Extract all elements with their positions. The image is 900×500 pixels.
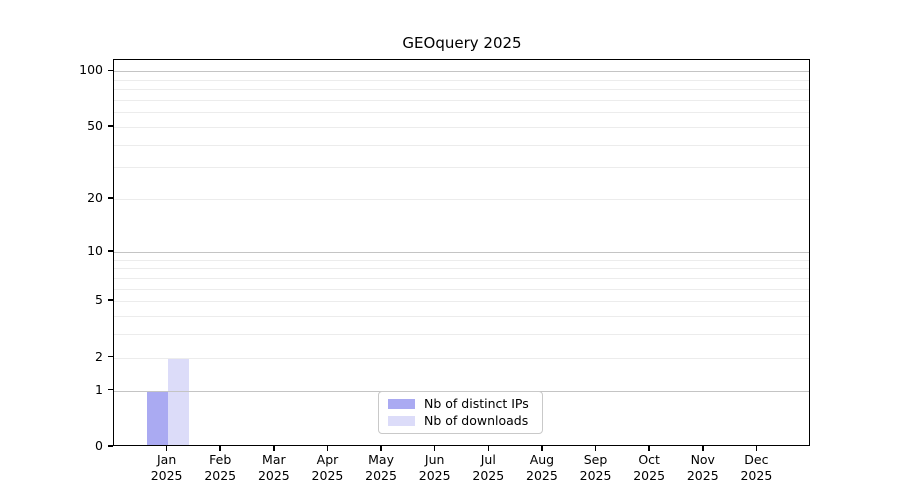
gridline-minor-60: [114, 112, 809, 114]
x-tick-nov: [702, 446, 704, 451]
x-tick-label-jul: Jul 2025: [472, 452, 505, 483]
y-tick-label-0: 0: [95, 438, 103, 453]
gridline-minor-6: [114, 288, 809, 290]
gridline-minor-2: [114, 357, 809, 359]
y-tick-label-50: 50: [87, 117, 103, 133]
y-tick-label-20: 20: [87, 190, 103, 206]
gridline-minor-3: [114, 334, 809, 336]
y-tick-label-5: 5: [95, 292, 103, 308]
bar-nb-of-downloads-jan: [167, 357, 189, 446]
gridline-minor-4: [114, 315, 809, 317]
x-tick-label-apr: Apr 2025: [311, 452, 344, 483]
y-tick-50: [108, 125, 113, 127]
gridline-minor-5: [114, 301, 809, 303]
y-tick-10: [108, 250, 113, 252]
plot-area: [113, 59, 810, 446]
gridline-major-100: [114, 71, 809, 73]
x-tick-jun: [433, 446, 436, 451]
legend-label-distinct-ips: Nb of distinct IPs: [424, 396, 529, 411]
gridline-minor-30: [114, 167, 809, 169]
y-tick-label-100: 100: [79, 62, 103, 78]
legend-swatch-downloads: [388, 416, 415, 426]
gridline-minor-70: [114, 99, 809, 101]
x-tick-jan: [165, 446, 168, 451]
legend-item-downloads: Nb of downloads: [388, 414, 534, 428]
x-tick-apr: [326, 446, 329, 451]
x-tick-dec: [755, 446, 758, 451]
gridline-minor-20: [114, 199, 809, 201]
x-tick-label-dec: Dec 2025: [740, 452, 773, 483]
gridline-minor-7: [114, 277, 809, 279]
y-tick-2: [108, 355, 113, 358]
gridline-minor-90: [114, 79, 809, 81]
legend-label-downloads: Nb of downloads: [424, 413, 529, 428]
y-tick-0: [108, 445, 113, 447]
gridline-minor-9: [114, 259, 809, 261]
gridline-minor-40: [114, 144, 809, 146]
x-tick-label-oct: Oct 2025: [633, 452, 666, 483]
y-tick-label-10: 10: [87, 242, 103, 258]
gridline-minor-80: [114, 89, 809, 91]
bar-nb-of-distinct-ips-jan: [146, 390, 168, 446]
x-tick-may: [380, 446, 382, 451]
x-tick-label-jan: Jan 2025: [150, 452, 183, 483]
x-tick-label-feb: Feb 2025: [204, 452, 237, 483]
chart-title: GEOquery 2025: [402, 34, 522, 52]
x-tick-label-nov: Nov 2025: [686, 452, 719, 483]
legend: Nb of distinct IPs Nb of downloads: [378, 391, 543, 434]
gridline-minor-50: [114, 126, 809, 128]
y-tick-100: [108, 69, 113, 72]
grid-layer: [114, 60, 809, 445]
x-tick-label-aug: Aug 2025: [526, 452, 558, 483]
x-tick-label-sep: Sep 2025: [579, 452, 612, 483]
y-tick-5: [108, 299, 113, 301]
x-tick-sep: [594, 446, 597, 451]
x-tick-jul: [487, 446, 490, 451]
legend-item-distinct-ips: Nb of distinct IPs: [388, 397, 534, 411]
x-tick-oct: [648, 446, 650, 451]
x-tick-mar: [273, 446, 275, 451]
y-tick-label-2: 2: [95, 348, 103, 364]
x-tick-label-mar: Mar 2025: [257, 452, 290, 483]
x-tick-label-may: May 2025: [365, 452, 397, 483]
y-tick-20: [108, 197, 113, 199]
y-tick-label-1: 1: [95, 381, 103, 397]
x-tick-aug: [541, 446, 543, 451]
bars-layer: [114, 60, 809, 446]
gridline-major-10: [114, 251, 809, 253]
legend-swatch-distinct-ips: [388, 399, 415, 409]
x-tick-label-jun: Jun 2025: [418, 452, 451, 483]
y-tick-1: [108, 388, 113, 391]
gridline-minor-8: [114, 268, 809, 270]
x-tick-feb: [219, 446, 221, 451]
